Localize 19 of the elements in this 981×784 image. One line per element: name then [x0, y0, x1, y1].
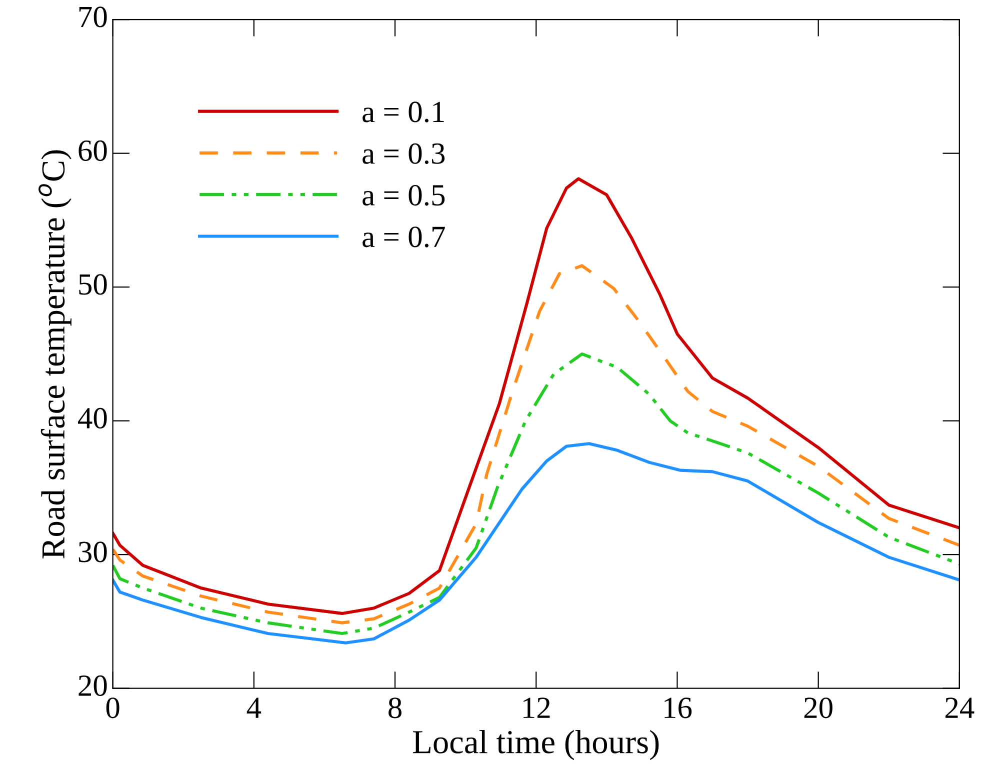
x-tick-label: 12	[524, 698, 550, 718]
legend-label: a = 0.3	[362, 143, 445, 164]
x-axis-title: Local time (hours)	[413, 730, 659, 760]
y-tick-label: 40	[78, 408, 107, 428]
y-tick-label: 50	[79, 274, 107, 295]
legend-label: a = 0.7	[362, 226, 445, 248]
x-tick-label: 20	[804, 698, 832, 718]
y-tick-label: 70	[79, 6, 107, 28]
y-axis-title: Road surface temperature ($^{o}$C)	[38, 150, 72, 559]
y-tick-label: 20	[78, 675, 107, 696]
x-tick-label: 8	[388, 698, 402, 718]
legend-label: a = 0.1	[362, 102, 444, 122]
x-tick-label: 4	[246, 698, 262, 718]
y-tick-label: 60	[78, 140, 107, 161]
x-tick-label: 24	[945, 698, 974, 718]
legend-label: a = 0.5	[362, 184, 445, 206]
x-tick-label: 0	[106, 698, 120, 718]
x-tick-label: 16	[664, 698, 692, 718]
y-tick-label: 30	[78, 542, 107, 562]
